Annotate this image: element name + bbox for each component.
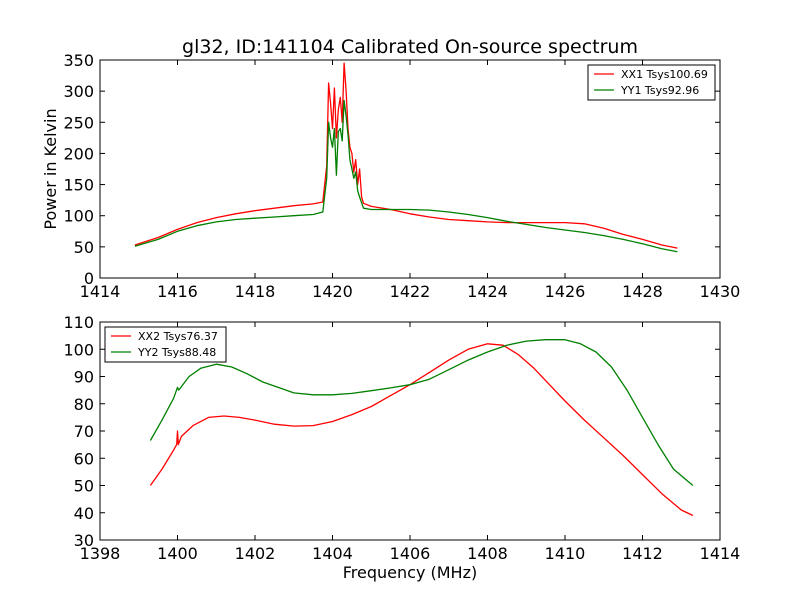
y-tick-label: 350	[63, 51, 94, 70]
legend-label-xx2: XX2 Tsys76.37	[138, 330, 218, 343]
legend-label-xx1: XX1 Tsys100.69	[621, 68, 708, 81]
bottom-plot-series	[149, 339, 694, 517]
x-tick-label: 1412	[622, 544, 663, 563]
x-tick-label: 1410	[545, 544, 586, 563]
legend-box	[587, 64, 716, 101]
x-tick-label: 1428	[622, 282, 663, 301]
legend-label-yy1: YY1 Tsys92.96	[620, 84, 699, 97]
top-plot-frame	[99, 59, 721, 279]
y-tick-label: 80	[74, 395, 94, 414]
x-tick-label: 1416	[157, 282, 198, 301]
y-tick-label: 40	[74, 504, 94, 523]
x-tick-label: 1414	[700, 544, 741, 563]
x-tick-label: 1398	[80, 544, 121, 563]
top-spectrum-plot: gl32, ID:141104 Calibrated On-source spe…	[41, 36, 740, 301]
y-tick-label: 50	[74, 238, 94, 257]
x-tick-label: 1402	[235, 544, 276, 563]
bottom-plot-frame	[99, 321, 721, 541]
top-plot-ticks: 1414 1416 1418 1420 1422 1424 1426 1428 1430 0 50 1…	[63, 51, 740, 301]
y-tick-label: 250	[63, 113, 94, 132]
y-tick-label: 300	[63, 82, 94, 101]
y-tick-label: 150	[63, 176, 94, 195]
chart-title: gl32, ID:141104 Calibrated On-source spe…	[182, 36, 638, 58]
y-tick-label: 70	[74, 422, 94, 441]
x-tick-label: 1420	[312, 282, 353, 301]
x-tick-label: 1430	[700, 282, 741, 301]
x-tick-label: 1400	[157, 544, 198, 563]
y-tick-label: 30	[74, 531, 94, 550]
y-tick-label: 110	[63, 313, 94, 332]
legend-label-yy2: YY2 Tsys88.48	[137, 346, 216, 359]
x-tick-label: 1422	[390, 282, 431, 301]
x-tick-label: 1404	[312, 544, 353, 563]
x-tick-label: 1406	[390, 544, 431, 563]
x-tick-label: 1424	[467, 282, 508, 301]
series-line-1	[134, 62, 678, 249]
legend: XX2 Tsys76.37 YY2 Tsys88.48	[104, 326, 227, 363]
series-line-2	[149, 339, 694, 486]
legend: XX1 Tsys100.69 YY1 Tsys92.96	[587, 64, 716, 101]
x-tick-label: 1414	[80, 282, 121, 301]
y-tick-label: 50	[74, 477, 94, 496]
top-plot-series	[134, 62, 678, 253]
y-tick-label: 60	[74, 449, 94, 468]
y-tick-label: 100	[63, 207, 94, 226]
y-axis-label: Power in Kelvin	[41, 108, 60, 229]
bottom-spectrum-plot: Frequency (MHz) 1398 1400 1402 1404 1406 1408…	[63, 313, 740, 582]
bottom-plot-ticks: 1398 1400 1402 1404 1406 1408 1410 1412 1414 30 40…	[63, 313, 740, 563]
series-line-1	[149, 343, 694, 517]
y-tick-label: 100	[63, 340, 94, 359]
x-tick-label: 1408	[467, 544, 508, 563]
legend-box	[104, 326, 227, 363]
y-tick-label: 200	[63, 144, 94, 163]
x-axis-label: Frequency (MHz)	[343, 563, 477, 582]
x-tick-label: 1418	[235, 282, 276, 301]
y-tick-label: 90	[74, 368, 94, 387]
y-tick-label: 0	[84, 269, 94, 288]
x-tick-label: 1426	[545, 282, 586, 301]
series-line-2	[134, 99, 678, 253]
